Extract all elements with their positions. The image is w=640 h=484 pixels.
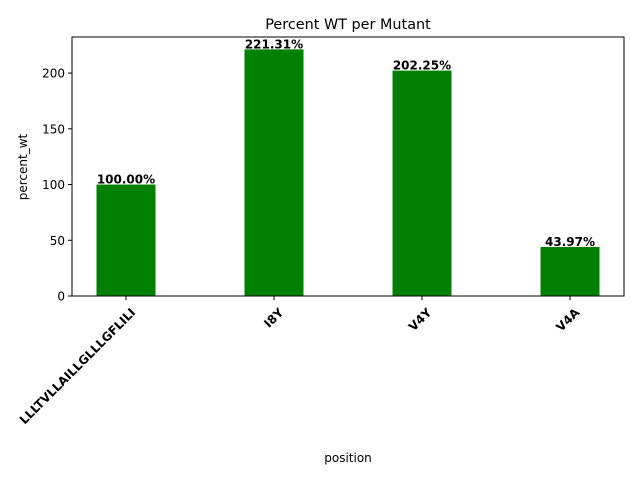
y-axis-label: percent_wt — [16, 133, 30, 200]
bar-value-label: 221.31% — [245, 37, 303, 51]
bar — [244, 49, 304, 296]
y-tick-label: 100 — [42, 178, 65, 192]
y-tick-label: 50 — [50, 234, 65, 248]
bar-value-label: 202.25% — [393, 59, 451, 73]
bars-group — [96, 49, 600, 296]
x-axis-label: position — [324, 451, 372, 465]
plot-area-frame — [71, 36, 625, 297]
chart-title: Percent WT per Mutant — [265, 17, 431, 33]
bar — [96, 184, 156, 296]
bar — [392, 70, 452, 296]
y-tick-label: 200 — [42, 67, 65, 81]
bar — [540, 246, 600, 296]
y-tick-label: 150 — [42, 122, 65, 136]
bar-value-label: 43.97% — [545, 235, 595, 249]
bar-value-labels: 100.00% 221.31% 202.25% 43.97% — [97, 37, 595, 249]
y-tick-label: 0 — [57, 290, 65, 304]
y-axis-ticks: 0 50 100 150 200 — [42, 67, 72, 304]
bar-value-label: 100.00% — [97, 173, 155, 187]
